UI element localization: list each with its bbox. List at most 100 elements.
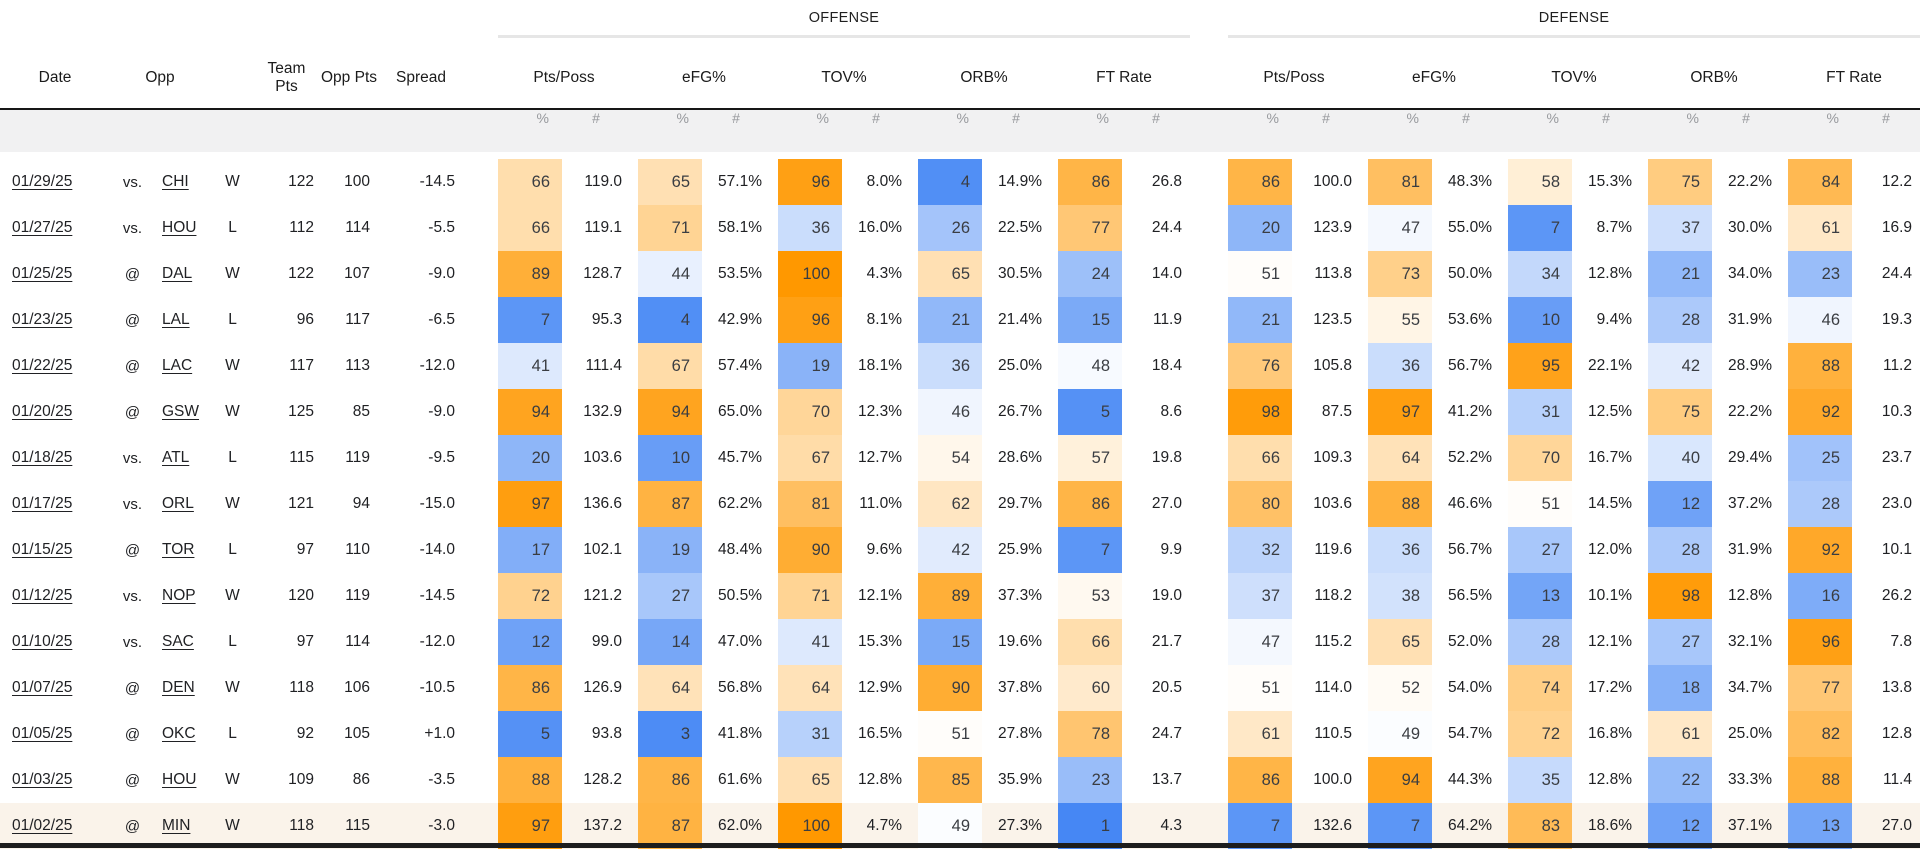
stat-pair-def-orb: 21 34.0% [1648,251,1780,297]
stat-pair-off-orb: 65 30.5% [918,251,1050,297]
spread-value: -12.0 [419,633,455,650]
value-def-orb: 32.1% [1728,633,1772,650]
date-link[interactable]: 01/05/25 [12,725,73,742]
value-def-orb: 34.0% [1728,265,1772,282]
home-away-indicator: @ [124,679,141,697]
percentile-off-orb: 54 [918,435,982,481]
stat-pair-off-ptsposs: 97 136.6 [498,481,630,527]
game-log-row: 01/05/25 @ OKC L 92 105 +1.0 5 93.8 3 41.8% 31 16.5%… [0,711,1920,757]
stat-pair-def-ftrate: 13 27.0 [1788,803,1920,849]
stat-pair-def-efg: 73 50.0% [1368,251,1500,297]
offense-stats: 89 128.7 44 53.5% 100 4.3% 65 30.5% 24 14.0 [498,251,1190,297]
percentile-off-tov: 64 [778,665,842,711]
opponent-link[interactable]: CHI [162,173,189,190]
value-off-tov: 4.3% [866,265,902,282]
opponent-link[interactable]: LAL [162,311,190,328]
stat-pair-off-ptsposs: 66 119.0 [498,159,630,205]
value-off-efg: 62.0% [718,817,762,834]
opponent-link[interactable]: MIN [162,817,191,834]
stat-pair-def-tov: 51 14.5% [1508,481,1640,527]
percentile-off-tov: 81 [778,481,842,527]
stat-pair-def-efg: 97 41.2% [1368,389,1500,435]
percentile-off-ftrate: 1 [1058,803,1122,849]
value-off-orb: 30.5% [998,265,1042,282]
percentile-off-orb: 89 [918,573,982,619]
stat-pair-off-efg: 3 41.8% [638,711,770,757]
stat-pair-def-ftrate: 25 23.7 [1788,435,1920,481]
date-link[interactable]: 01/29/25 [12,173,73,190]
date-link[interactable]: 01/03/25 [12,771,73,788]
subheader-pct-off-ptsposs: % [536,110,549,126]
date-link[interactable]: 01/18/25 [12,449,73,466]
value-off-ftrate: 13.7 [1151,771,1182,788]
date-link[interactable]: 01/02/25 [12,817,73,834]
value-off-orb: 37.3% [998,587,1042,604]
game-log-row: 01/17/25 vs. ORL W 121 94 -15.0 97 136.6 87 62.2% 8… [0,481,1920,527]
percentile-def-efg: 88 [1368,481,1432,527]
value-def-efg: 56.7% [1448,357,1492,374]
value-off-ftrate: 8.6 [1160,403,1182,420]
date-link[interactable]: 01/12/25 [12,587,73,604]
opponent-link[interactable]: DAL [162,265,193,282]
subheader-pct-def-ptsposs: % [1266,110,1279,126]
date-link[interactable]: 01/22/25 [12,357,73,374]
subheader-pair-off-tov: % # [778,110,910,152]
opponent-link[interactable]: SAC [162,633,194,650]
spread-value: -3.5 [428,771,455,788]
opponent-link[interactable]: ATL [162,449,190,466]
opponent-link[interactable]: HOU [162,219,197,236]
stat-pair-off-efg: 94 65.0% [638,389,770,435]
percentile-def-ftrate: 28 [1788,481,1852,527]
date-link[interactable]: 01/25/25 [12,265,73,282]
percentile-off-ftrate: 78 [1058,711,1122,757]
stat-pair-def-orb: 40 29.4% [1648,435,1780,481]
percentile-def-orb: 18 [1648,665,1712,711]
col-header-off-orb: ORB% [960,69,1008,87]
value-off-efg: 41.8% [718,725,762,742]
opponent-link[interactable]: ORL [162,495,194,512]
value-def-orb: 22.2% [1728,403,1772,420]
value-off-ptsposs: 137.2 [583,817,622,834]
date-link[interactable]: 01/27/25 [12,219,73,236]
percentile-def-tov: 7 [1508,205,1572,251]
stat-pair-def-tov: 28 12.1% [1508,619,1640,665]
opponent-link[interactable]: DEN [162,679,195,696]
value-def-tov: 16.7% [1588,449,1632,466]
value-def-efg: 54.7% [1448,725,1492,742]
spread-value: -15.0 [419,495,455,512]
opponent-link[interactable]: GSW [162,403,200,420]
percentile-def-ftrate: 23 [1788,251,1852,297]
value-def-orb: 37.2% [1728,495,1772,512]
date-link[interactable]: 01/10/25 [12,633,73,650]
home-away-indicator: @ [124,357,141,375]
percentile-def-ptsposs: 86 [1228,757,1292,803]
value-def-efg: 56.5% [1448,587,1492,604]
team-points: 118 [289,817,314,834]
percentile-off-efg: 87 [638,481,702,527]
percentile-off-orb: 65 [918,251,982,297]
value-off-efg: 42.9% [718,311,762,328]
stat-pair-off-ptsposs: 41 111.4 [498,343,630,389]
value-def-ftrate: 13.8 [1881,679,1912,696]
opponent-link[interactable]: NOP [162,587,196,604]
opponent-link[interactable]: LAC [162,357,193,374]
date-link[interactable]: 01/20/25 [12,403,73,420]
subheader-pct-def-efg: % [1406,110,1419,126]
value-off-orb: 25.9% [998,541,1042,558]
percentile-off-orb: 21 [918,297,982,343]
opponent-link[interactable]: HOU [162,771,197,788]
date-link[interactable]: 01/07/25 [12,679,73,696]
home-away-indicator: vs. [122,449,143,467]
value-def-efg: 55.0% [1448,219,1492,236]
defense-stats: 76 105.8 36 56.7% 95 22.1% 42 28.9% 88 11.2 [1228,343,1920,389]
stat-pair-def-orb: 42 28.9% [1648,343,1780,389]
opponent-link[interactable]: OKC [162,725,196,742]
date-link[interactable]: 01/23/25 [12,311,73,328]
date-link[interactable]: 01/15/25 [12,541,73,558]
date-link[interactable]: 01/17/25 [12,495,73,512]
defense-group: DEFENSE [1228,0,1920,48]
value-def-ftrate: 19.3 [1881,311,1912,328]
offense-stats: 41 111.4 67 57.4% 19 18.1% 36 25.0% 48 18.4 [498,343,1190,389]
stat-headers-def: Pts/Poss eFG% TOV% ORB% FT Rate [1228,69,1920,87]
opponent-link[interactable]: TOR [162,541,195,558]
